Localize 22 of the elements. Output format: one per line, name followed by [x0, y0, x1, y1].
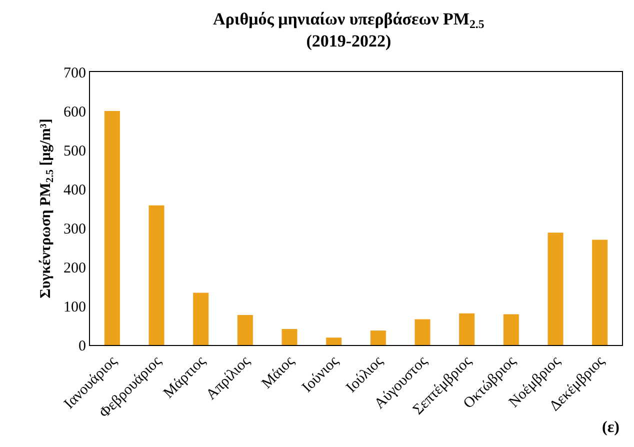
- bar: [193, 292, 209, 345]
- bar: [459, 313, 475, 345]
- y-tick-label: 300: [64, 221, 86, 238]
- y-tick-label: 200: [64, 260, 86, 276]
- bar: [104, 111, 120, 345]
- bar: [548, 232, 564, 345]
- chart-title: Αριθμός μηνιαίων υπερβάσεων PM$_{2.5}$ (2019-2022): [213, 10, 484, 51]
- bar: [282, 329, 298, 345]
- bar: [503, 314, 519, 345]
- y-tick-label: 0: [78, 338, 86, 354]
- text: (ε): [602, 419, 620, 436]
- bar: [592, 240, 608, 345]
- y-tick-label: 500: [64, 143, 86, 160]
- bar: [370, 330, 386, 345]
- bar: [414, 319, 430, 345]
- bar: [237, 314, 253, 345]
- y-tick-label: 400: [64, 182, 86, 198]
- bar: [326, 338, 342, 345]
- bar: [148, 205, 164, 345]
- y-tick-label: 700: [64, 65, 86, 82]
- y-tick-label: 100: [64, 299, 86, 316]
- y-tick-label: 600: [64, 104, 86, 120]
